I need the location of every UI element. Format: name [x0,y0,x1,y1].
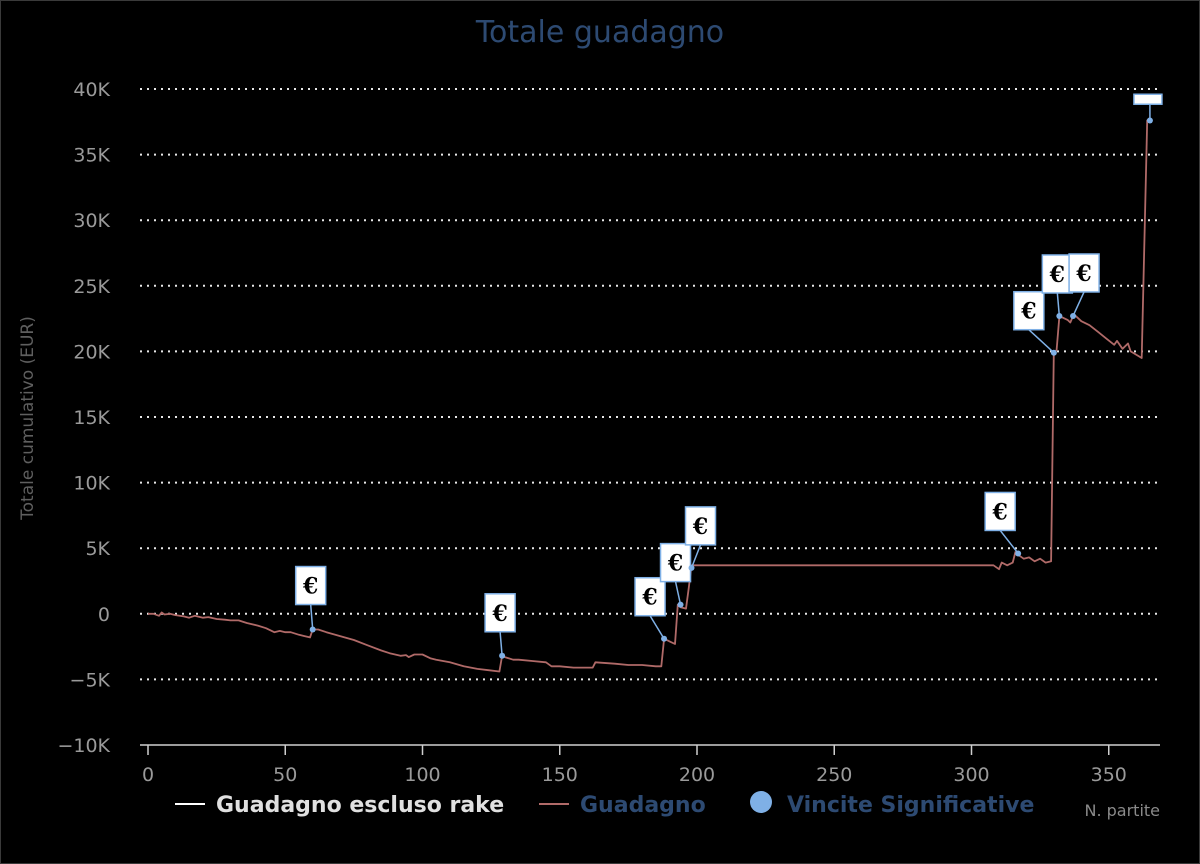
flag-label: € [641,585,657,611]
x-tick-label: 50 [273,764,297,786]
flag-connector [690,544,702,569]
flag-label: € [667,551,683,577]
chart-title: Totale guadagno [475,15,724,50]
win-point-marker [1015,550,1022,557]
flag-box [634,576,666,617]
legend-swatch-dot [750,791,772,813]
x-tick-label: 300 [953,764,989,786]
x-tick-label: 0 [142,764,154,786]
flag-box [684,506,717,546]
flag-connector [999,529,1019,554]
flag-box [484,593,516,633]
legend-item-guadagno-escluso-rake[interactable]: Guadagno escluso rake [175,793,504,818]
significant-win-flag[interactable]: € [294,565,327,633]
significant-win-flag[interactable]: € [1068,253,1100,319]
x-tick-label: 250 [816,764,852,786]
y-axis: −10K −5K 0 5K 10K 15K 20K 25K 30K 35K 40K [57,79,110,757]
flag-box [1133,93,1163,105]
flag-label: € [1075,261,1091,287]
y-tick-label: −5K [70,669,111,691]
x-tick-label: 350 [1091,764,1127,786]
win-point-marker [1070,312,1077,319]
flag-box [1041,254,1074,294]
significant-win-flag[interactable]: € [484,593,516,659]
flag-box [1068,253,1100,293]
y-tick-label: 25K [73,276,110,298]
x-tick-label: 200 [679,764,715,786]
x-axis-label: N. partite [1084,801,1160,820]
legend-label: Vincite Significative [787,793,1034,818]
flag-connector [1072,291,1085,317]
win-point-marker [688,564,695,571]
significant-win-flag[interactable]: € [684,506,717,571]
y-tick-label: 10K [73,473,110,495]
flag-connector [499,631,503,656]
legend-item-guadagno[interactable]: Guadagno [539,793,706,818]
x-tick-label: 150 [542,764,578,786]
significant-win-flag[interactable]: € [1013,290,1057,356]
win-point-marker [661,635,668,642]
significant-win-flag[interactable]: € [659,542,692,608]
flag-connector [309,604,314,630]
y-tick-label: 5K [85,538,110,560]
win-point-marker [1146,117,1153,124]
win-point-marker [677,601,684,608]
x-tick-label: 100 [404,764,440,786]
flag-box [984,491,1016,532]
legend-item-vincite-significative[interactable]: Vincite Significative [750,791,1034,818]
win-point-marker [1056,312,1063,319]
flag-box [1013,290,1045,331]
legend-label: Guadagno escluso rake [216,793,504,818]
significant-win-flag[interactable]: € [634,576,668,642]
win-point-marker [309,626,316,633]
x-axis: 0 50 100 150 200 250 300 350 [140,744,1160,786]
flag-label: € [692,514,708,540]
y-tick-label: −10K [57,735,110,757]
flag-label: € [1020,299,1036,325]
flag-connector [649,615,665,640]
y-tick-label: 20K [73,341,110,363]
win-point-marker [499,652,506,659]
flag-label: € [992,499,1008,525]
y-tick-label: 15K [73,407,110,429]
legend: Guadagno escluso rake Guadagno Vincite S… [175,791,1034,818]
y-tick-label: 30K [73,210,110,232]
win-point-marker [1050,349,1057,356]
significant-wins-flags: € € € € € € € € € [294,93,1163,659]
flag-connector [1028,329,1055,354]
flag-connector [674,581,682,605]
flag-box [294,565,327,606]
y-tick-label: 0 [98,604,110,626]
legend-label: Guadagno [580,793,706,818]
significant-win-flag[interactable]: € [984,491,1022,557]
flag-label: € [302,574,318,600]
significant-win-flag[interactable] [1133,93,1163,124]
flag-connector [1056,292,1061,317]
flag-label: € [1049,262,1065,288]
flag-label: € [491,601,507,627]
gridlines [140,88,1160,681]
significant-win-flag[interactable]: € [1041,254,1074,319]
flag-box [659,542,692,583]
y-axis-label: Totale cumulativo (EUR) [18,316,38,521]
y-tick-label: 35K [73,145,110,167]
y-tick-label: 40K [73,79,110,101]
